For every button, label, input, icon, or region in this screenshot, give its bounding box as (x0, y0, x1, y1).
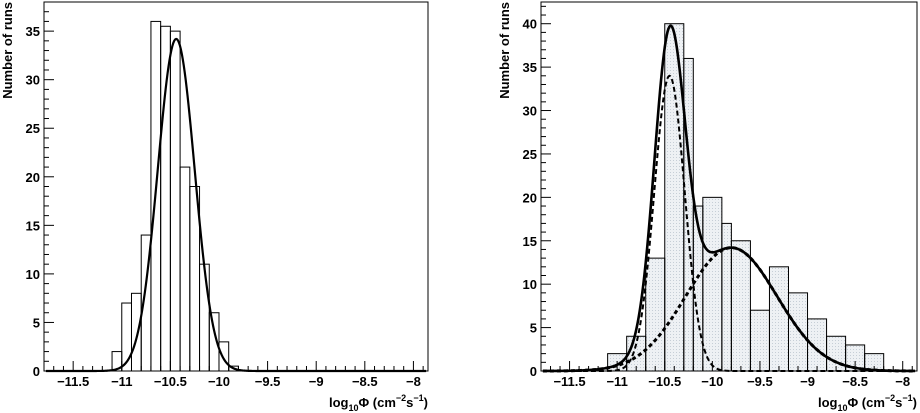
y-tick-label: 30 (26, 73, 40, 88)
y-tick-label: 10 (26, 267, 40, 282)
y-tick-label: 5 (530, 321, 537, 336)
x-tick-label: −8.5 (352, 374, 378, 389)
x-tick-label: −9.5 (747, 374, 773, 389)
x-tick-label: −11.5 (553, 374, 585, 389)
y-tick-label: 20 (26, 170, 40, 185)
y-axis-title: Number of runs (497, 2, 512, 99)
y-tick-label: 15 (26, 218, 40, 233)
y-tick-label: 20 (523, 190, 537, 205)
y-tick-label: 0 (33, 364, 40, 379)
x-tick-label: −8.5 (842, 374, 868, 389)
left-histogram-panel: −11.5 −11 −10.5 −10 −9.5 −9 −8.5 −8 0 5 10 15 20 25 30… (0, 1, 429, 413)
y-tick-label: 35 (26, 24, 40, 39)
x-tick-label: −9 (800, 374, 815, 389)
gaussian-fit-curve (45, 37, 427, 373)
x-tick-label: −8 (895, 374, 910, 389)
x-tick-label: −10.5 (154, 374, 187, 389)
histogram-bin (130, 292, 142, 372)
histogram-bin (199, 263, 210, 372)
histogram-bin (179, 166, 191, 372)
y-tick-label: 10 (523, 277, 537, 292)
fit-narrow-component-curve (542, 74, 916, 372)
histogram-shading (607, 23, 884, 372)
x-tick-label: −10 (208, 374, 230, 389)
histogram-bin (160, 25, 171, 372)
y-tick-label: 25 (26, 121, 40, 136)
y-tick-label: 5 (33, 315, 40, 330)
x-axis-title: log10Φ (cm−2s−1) (329, 393, 428, 413)
fit-total-curve (542, 24, 916, 373)
histogram-bin (169, 30, 181, 372)
plot-frame (43, 1, 429, 372)
x-tick-label: −11 (111, 374, 132, 389)
y-tick-label: 35 (523, 60, 537, 75)
x-tick-label: −10 (701, 374, 723, 389)
x-tick-label: −8 (406, 374, 421, 389)
x-tick-label: −9 (309, 374, 324, 389)
y-tick-label: 25 (523, 147, 537, 162)
right-histogram-panel: −11.5 −11 −10.5 −10 −9.5 −9 −8.5 −8 0 5 10 15 20 25 30… (497, 1, 918, 413)
y-tick-label: 40 (523, 17, 537, 32)
histogram-bin (218, 341, 230, 372)
x-tick-label: −10.5 (648, 374, 681, 389)
y-axis-title: Number of runs (0, 2, 15, 99)
x-axis-title: log10Φ (cm−2s−1) (818, 393, 917, 413)
x-tick-label: −11.5 (57, 374, 89, 389)
x-tick-label: −11 (606, 374, 627, 389)
x-tick-label: −9.5 (255, 374, 281, 389)
y-tick-label: 15 (523, 234, 537, 249)
y-tick-label: 0 (530, 364, 537, 379)
y-tick-label: 30 (523, 104, 537, 119)
